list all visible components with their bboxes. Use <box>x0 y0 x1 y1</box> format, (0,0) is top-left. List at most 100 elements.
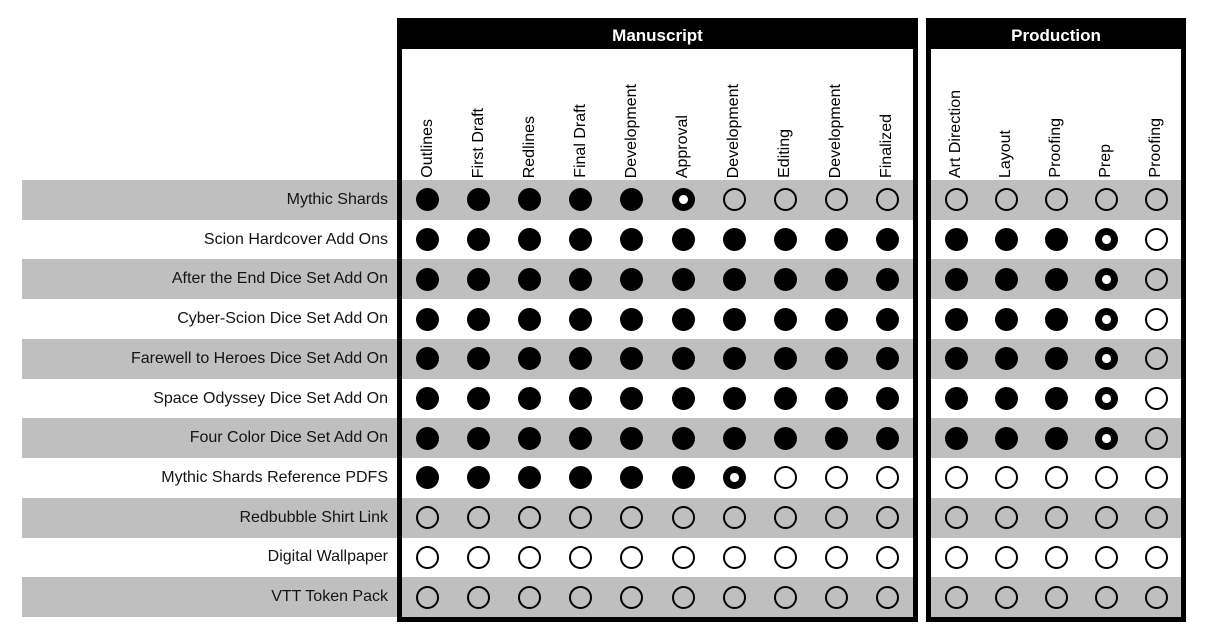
column-header: Art Direction <box>947 89 964 178</box>
column-header-cell: Editing <box>760 49 811 180</box>
column-header: Redlines <box>520 115 538 178</box>
status-dot-full <box>518 426 542 450</box>
status-cell <box>657 180 708 220</box>
status-dot-full <box>467 386 491 410</box>
status-dot-full <box>569 386 593 410</box>
column-header-cell: Art Direction <box>931 49 981 180</box>
status-cell <box>555 339 606 379</box>
status-cell <box>862 180 913 220</box>
status-dot-full <box>671 347 695 371</box>
status-dot-full <box>518 347 542 371</box>
status-cell <box>453 220 504 260</box>
status-dot-full <box>416 188 440 212</box>
status-cell <box>657 418 708 458</box>
column-header-cell: Layout <box>981 49 1031 180</box>
status-dot-full <box>1044 426 1068 450</box>
status-cell <box>1081 259 1131 299</box>
status-dot-full <box>1044 386 1068 410</box>
row-stripe <box>22 180 1186 220</box>
status-cell <box>402 577 453 617</box>
status-cell <box>606 299 657 339</box>
production-column-headers: Art Direction Layout Proofing Prep Proofing <box>931 49 1181 180</box>
status-dot-empty <box>994 188 1018 212</box>
status-cell <box>709 339 760 379</box>
status-dot-full <box>944 307 968 331</box>
manuscript-status-grid <box>402 180 913 617</box>
status-cell <box>555 180 606 220</box>
status-cell <box>555 299 606 339</box>
status-cell <box>760 379 811 419</box>
status-cell <box>709 498 760 538</box>
status-dot-empty <box>944 545 968 569</box>
status-cell <box>657 339 708 379</box>
column-header: Layout <box>997 129 1014 178</box>
status-cell <box>402 259 453 299</box>
status-dot-empty <box>416 545 440 569</box>
status-cell <box>760 538 811 578</box>
status-cell <box>981 180 1031 220</box>
status-cell <box>657 220 708 260</box>
status-dot-full <box>722 307 746 331</box>
status-dot-full <box>569 228 593 252</box>
status-dot-empty <box>467 585 491 609</box>
status-cell <box>453 577 504 617</box>
status-cell <box>504 458 555 498</box>
status-cell <box>453 259 504 299</box>
status-dot-empty <box>1144 267 1168 291</box>
status-dot-full <box>944 267 968 291</box>
status-dot-full <box>518 188 542 212</box>
status-dot-full <box>1044 307 1068 331</box>
status-cell <box>504 259 555 299</box>
status-dot-full <box>416 228 440 252</box>
status-cell <box>1131 538 1181 578</box>
status-dot-empty <box>875 506 899 530</box>
column-header-cell: Development <box>709 49 760 180</box>
status-cell <box>1081 339 1131 379</box>
status-dot-empty <box>620 585 644 609</box>
manuscript-header-band: Manuscript <box>402 23 913 49</box>
status-dot-empty <box>875 585 899 609</box>
row-label: After the End Dice Set Add On <box>171 270 388 288</box>
status-cell <box>1131 418 1181 458</box>
status-cell <box>1031 458 1081 498</box>
status-cell <box>504 339 555 379</box>
status-cell <box>606 339 657 379</box>
status-dot-empty <box>994 545 1018 569</box>
status-dot-empty <box>875 188 899 212</box>
status-cell <box>760 577 811 617</box>
status-cell <box>760 220 811 260</box>
status-dot-full <box>824 426 848 450</box>
status-cell <box>1081 418 1131 458</box>
column-header-cell: Outlines <box>402 49 453 180</box>
status-cell <box>1081 299 1131 339</box>
column-header-cell: Proofing <box>1131 49 1181 180</box>
column-header: First Draft <box>469 107 487 178</box>
status-cell <box>657 577 708 617</box>
status-dot-empty <box>1144 228 1168 252</box>
status-dot-empty <box>1044 466 1068 490</box>
status-cell <box>862 538 913 578</box>
status-cell <box>606 418 657 458</box>
status-cell <box>555 458 606 498</box>
status-cell <box>931 498 981 538</box>
status-dot-empty <box>518 545 542 569</box>
column-header: Approval <box>674 114 692 178</box>
status-cell <box>402 379 453 419</box>
status-dot-full <box>994 307 1018 331</box>
status-cell <box>453 299 504 339</box>
status-dot-full <box>416 386 440 410</box>
status-dot-full <box>671 466 695 490</box>
status-dot-full <box>416 347 440 371</box>
status-dot-empty <box>569 545 593 569</box>
column-header-cell: Approval <box>657 49 708 180</box>
status-cell <box>981 379 1031 419</box>
status-dot-empty <box>824 506 848 530</box>
status-dot-full <box>467 307 491 331</box>
status-cell <box>1031 538 1081 578</box>
status-dot-empty <box>773 545 797 569</box>
column-header: Editing <box>776 129 794 178</box>
status-dot-empty <box>416 585 440 609</box>
status-dot-full <box>620 307 644 331</box>
status-dot-empty <box>1044 506 1068 530</box>
